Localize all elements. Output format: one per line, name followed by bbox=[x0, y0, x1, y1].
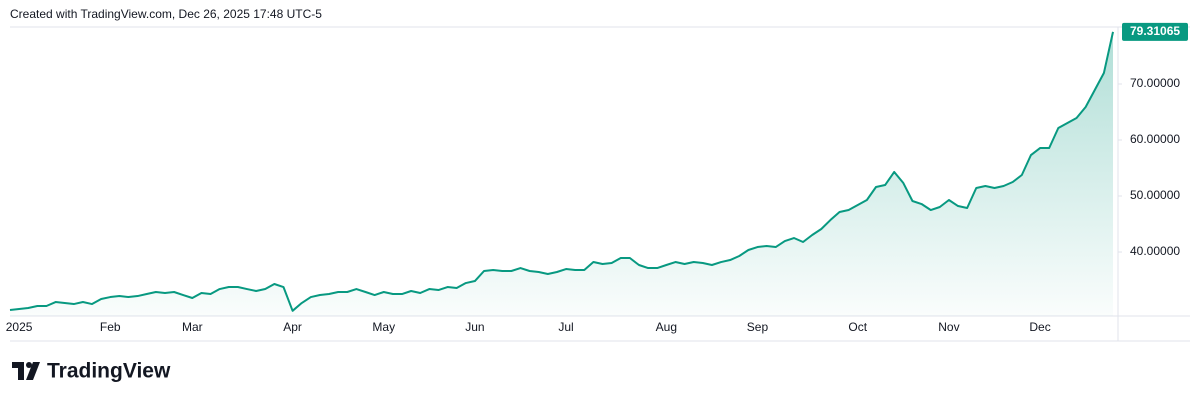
x-tick-label: Nov bbox=[938, 320, 959, 334]
x-tick-label: Oct bbox=[848, 320, 867, 334]
logo bbox=[12, 362, 40, 380]
x-tick-label: Apr bbox=[283, 320, 302, 334]
x-tick-label: May bbox=[372, 320, 395, 334]
x-tick-label: Feb bbox=[100, 320, 121, 334]
y-tick-label: 50.00000 bbox=[1130, 188, 1180, 202]
y-tick-label: 40.00000 bbox=[1130, 244, 1180, 258]
x-tick-label: Sep bbox=[747, 320, 769, 334]
x-tick-label: Mar bbox=[182, 320, 203, 334]
logo-mark bbox=[26, 362, 40, 380]
x-tick-label: Dec bbox=[1029, 320, 1050, 334]
attribution: Created with TradingView.com, Dec 26, 20… bbox=[10, 7, 322, 21]
x-tick-label: Jul bbox=[558, 320, 573, 334]
x-tick-label: Aug bbox=[656, 320, 677, 334]
price-line bbox=[9, 31, 1114, 312]
last-price-label: 79.31065 bbox=[1130, 24, 1180, 38]
x-tick-label: 2025 bbox=[6, 320, 33, 334]
logo-text: TradingView bbox=[47, 360, 171, 383]
x-tick-label: Jun bbox=[465, 320, 484, 334]
y-tick-label: 60.00000 bbox=[1130, 132, 1180, 146]
area-fill bbox=[10, 31, 1113, 317]
logo-dot bbox=[26, 362, 32, 368]
logo-mark bbox=[12, 362, 24, 380]
y-tick-label: 70.00000 bbox=[1130, 76, 1180, 90]
last-price-badge bbox=[1122, 22, 1188, 41]
